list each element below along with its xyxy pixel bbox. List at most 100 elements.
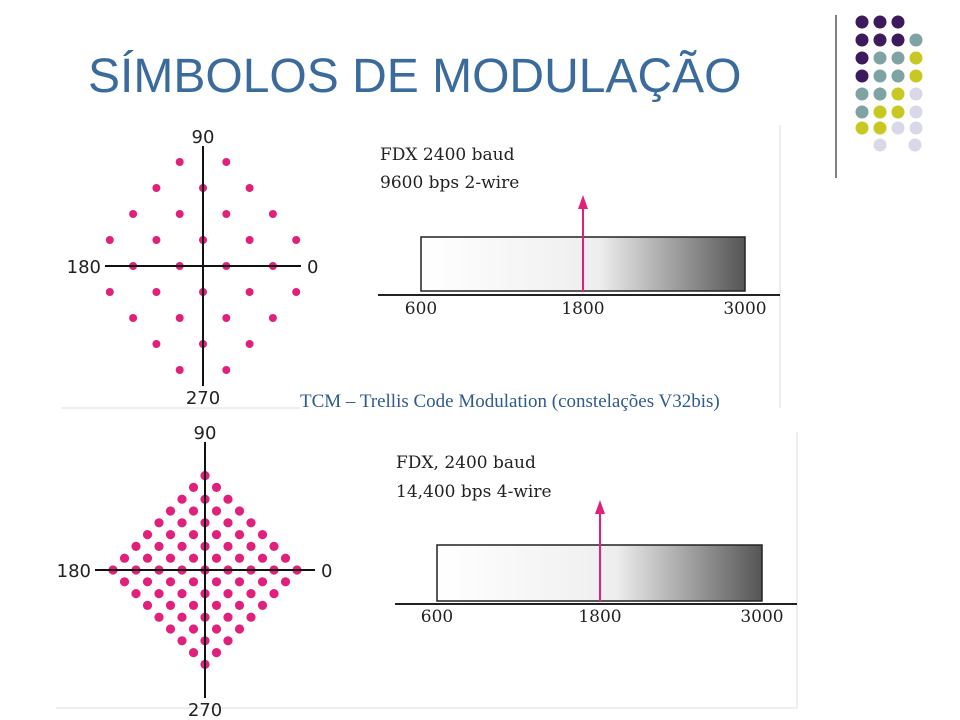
spectrum-label: 9600 bps 2-wire bbox=[380, 173, 519, 193]
constellation-point bbox=[154, 589, 164, 599]
constellation-point bbox=[129, 210, 138, 218]
constellation-point bbox=[119, 553, 130, 563]
constellation-point bbox=[131, 589, 141, 599]
constellation-point bbox=[177, 541, 187, 552]
constellation-point bbox=[223, 589, 233, 599]
constellation-point bbox=[142, 530, 153, 540]
constellation-point bbox=[222, 210, 231, 218]
constellation-point bbox=[175, 314, 184, 322]
deco-dot bbox=[873, 87, 887, 101]
deco-dot bbox=[855, 121, 869, 135]
constellation-point bbox=[222, 158, 231, 166]
deco-dot bbox=[855, 105, 869, 119]
constellation-point bbox=[188, 624, 199, 634]
constellation-point bbox=[223, 494, 233, 504]
constellation-point bbox=[280, 553, 291, 563]
constellation-point bbox=[177, 589, 187, 599]
constellation-point bbox=[234, 506, 245, 516]
constellation-point bbox=[211, 624, 222, 634]
deco-dot bbox=[891, 51, 905, 65]
constellation-point bbox=[245, 340, 254, 348]
constellation-point bbox=[165, 577, 176, 587]
constellation-point bbox=[211, 553, 222, 563]
constellation-point bbox=[188, 482, 199, 492]
constellation-point bbox=[234, 530, 245, 540]
constellation-point bbox=[188, 506, 199, 516]
constellation-point bbox=[152, 184, 161, 192]
constellation-point bbox=[269, 541, 279, 552]
constellation-point bbox=[188, 648, 199, 658]
deco-dot bbox=[891, 15, 905, 29]
angle-label: 90 bbox=[194, 423, 217, 444]
deco-dot bbox=[873, 69, 887, 83]
constellation-point bbox=[211, 648, 222, 658]
spectrum-label: 14,400 bps 4-wire bbox=[396, 482, 552, 502]
deco-dot bbox=[855, 51, 869, 65]
constellation-point bbox=[131, 541, 141, 552]
slide-title: SÍMBOLOS DE MODULAÇÃO bbox=[88, 49, 741, 103]
constellation-point bbox=[257, 577, 268, 587]
constellation-point bbox=[222, 314, 231, 322]
constellation-point bbox=[246, 589, 256, 599]
constellation-point bbox=[119, 577, 130, 587]
constellation-point bbox=[105, 288, 114, 296]
constellation-point bbox=[223, 612, 233, 622]
deco-dot bbox=[891, 33, 905, 47]
deco-dot bbox=[855, 33, 869, 47]
constellation-point bbox=[280, 577, 291, 587]
constellation-point bbox=[211, 506, 222, 516]
constellation-point bbox=[188, 553, 199, 563]
caption: TCM – Trellis Code Modulation (constelaç… bbox=[300, 391, 720, 412]
constellation-point bbox=[165, 624, 176, 634]
constellation-point bbox=[257, 600, 268, 611]
constellation-point bbox=[175, 210, 184, 218]
decoration bbox=[855, 15, 923, 152]
constellation-point bbox=[152, 288, 161, 296]
deco-dot bbox=[873, 121, 887, 135]
constellation-point bbox=[245, 288, 254, 296]
spectrum-label: FDX 2400 baud bbox=[380, 145, 515, 165]
constellation-point bbox=[188, 577, 199, 587]
angle-label: 0 bbox=[321, 561, 332, 582]
constellation-point bbox=[211, 482, 222, 492]
constellation-point bbox=[142, 600, 153, 611]
constellation-point bbox=[257, 530, 268, 540]
constellation-point bbox=[234, 600, 245, 611]
constellation-point bbox=[211, 600, 222, 611]
constellation-point bbox=[246, 612, 256, 622]
deco-dot bbox=[855, 87, 869, 101]
constellation-point bbox=[292, 236, 301, 244]
constellation-point bbox=[142, 577, 153, 587]
constellation-point bbox=[165, 600, 176, 611]
deco-dot bbox=[891, 121, 905, 135]
deco-dot bbox=[909, 51, 923, 65]
constellation-point bbox=[154, 612, 164, 622]
constellation-point bbox=[165, 530, 176, 540]
deco-dot bbox=[873, 105, 887, 119]
constellation-point bbox=[154, 541, 164, 552]
constellation-point bbox=[245, 236, 254, 244]
angle-label: 270 bbox=[188, 700, 222, 720]
frequency-label: 1800 bbox=[578, 607, 621, 627]
constellation-point bbox=[245, 184, 254, 192]
carrier-head bbox=[595, 500, 605, 514]
constellation-point bbox=[142, 553, 153, 563]
deco-dot bbox=[873, 138, 887, 152]
constellation-point bbox=[223, 541, 233, 552]
deco-dot bbox=[891, 87, 905, 101]
frequency-label: 600 bbox=[405, 299, 437, 319]
constellation-point bbox=[177, 636, 187, 646]
deco-dot bbox=[909, 105, 923, 119]
deco-dot bbox=[891, 105, 905, 119]
deco-dot bbox=[908, 138, 922, 152]
constellation-point bbox=[223, 518, 233, 528]
spectrum-label: FDX, 2400 baud bbox=[396, 453, 536, 473]
constellation-point bbox=[211, 577, 222, 587]
constellation-point bbox=[154, 518, 164, 528]
angle-label: 0 bbox=[307, 257, 318, 278]
carrier-head bbox=[578, 195, 588, 209]
constellation-point bbox=[152, 236, 161, 244]
frequency-label: 600 bbox=[421, 607, 453, 627]
constellation-point bbox=[246, 518, 256, 528]
angle-label: 180 bbox=[67, 257, 101, 278]
